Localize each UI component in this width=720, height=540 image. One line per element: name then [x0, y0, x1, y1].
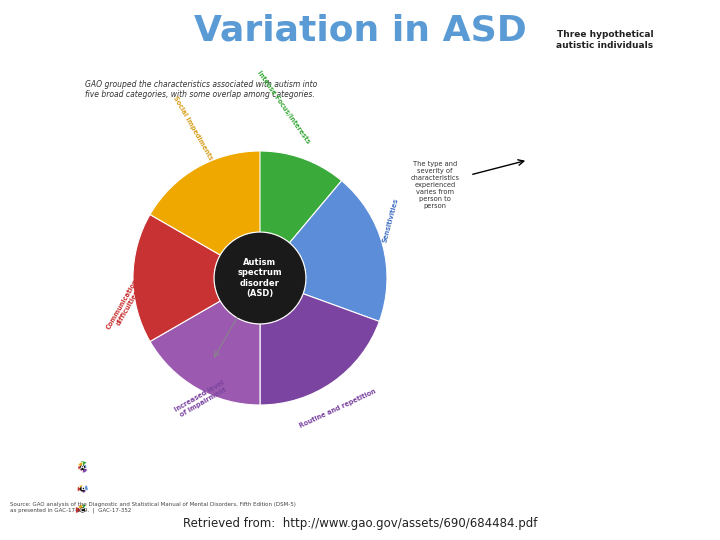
- Wedge shape: [260, 294, 379, 405]
- Wedge shape: [150, 301, 260, 405]
- Text: Communication
difficulties: Communication difficulties: [105, 278, 145, 334]
- Circle shape: [81, 465, 84, 469]
- Wedge shape: [83, 511, 85, 512]
- Wedge shape: [81, 511, 83, 512]
- Text: Intense Focus/Interests: Intense Focus/Interests: [256, 70, 311, 145]
- Wedge shape: [83, 468, 88, 473]
- Circle shape: [215, 233, 305, 322]
- Wedge shape: [80, 490, 83, 492]
- Text: Sensitivities: Sensitivities: [382, 197, 400, 243]
- Wedge shape: [78, 505, 83, 509]
- Text: Retrieved from:  http://www.gao.gov/assets/690/684484.pdf: Retrieved from: http://www.gao.gov/asset…: [183, 517, 537, 530]
- Text: Three hypothetical
autistic individuals: Three hypothetical autistic individuals: [557, 30, 654, 50]
- Text: B: B: [80, 487, 85, 491]
- Wedge shape: [83, 490, 86, 493]
- Wedge shape: [289, 181, 387, 321]
- Wedge shape: [77, 487, 81, 491]
- Wedge shape: [78, 462, 83, 467]
- Circle shape: [81, 508, 84, 512]
- Text: A: A: [80, 465, 85, 470]
- Text: Autism
spectrum
disorder
(ASD): Autism spectrum disorder (ASD): [238, 258, 282, 298]
- Text: Variation in ASD: Variation in ASD: [194, 13, 526, 47]
- Wedge shape: [76, 507, 81, 514]
- Circle shape: [81, 487, 84, 491]
- Wedge shape: [84, 464, 87, 469]
- Text: Social Impediments: Social Impediments: [171, 95, 213, 161]
- Wedge shape: [79, 468, 83, 471]
- Text: The type and
severity of
characteristics
experienced
varies from
person to
perso: The type and severity of characteristics…: [410, 161, 459, 209]
- Wedge shape: [78, 465, 81, 470]
- Wedge shape: [133, 214, 220, 341]
- Wedge shape: [81, 504, 86, 509]
- Text: GAO grouped the characteristics associated with autism into
five broad categorie: GAO grouped the characteristics associat…: [85, 80, 318, 99]
- Wedge shape: [150, 151, 260, 255]
- Wedge shape: [84, 485, 88, 491]
- Text: Routine and repetition: Routine and repetition: [298, 389, 377, 429]
- Text: Source: GAO analysis of the Diagnostic and Statistical Manual of Mental Disorder: Source: GAO analysis of the Diagnostic a…: [10, 502, 296, 514]
- Wedge shape: [79, 485, 83, 488]
- Wedge shape: [217, 151, 341, 243]
- Text: C: C: [80, 508, 85, 512]
- Text: Increased level
of impairment: Increased level of impairment: [174, 379, 229, 419]
- Wedge shape: [80, 461, 86, 466]
